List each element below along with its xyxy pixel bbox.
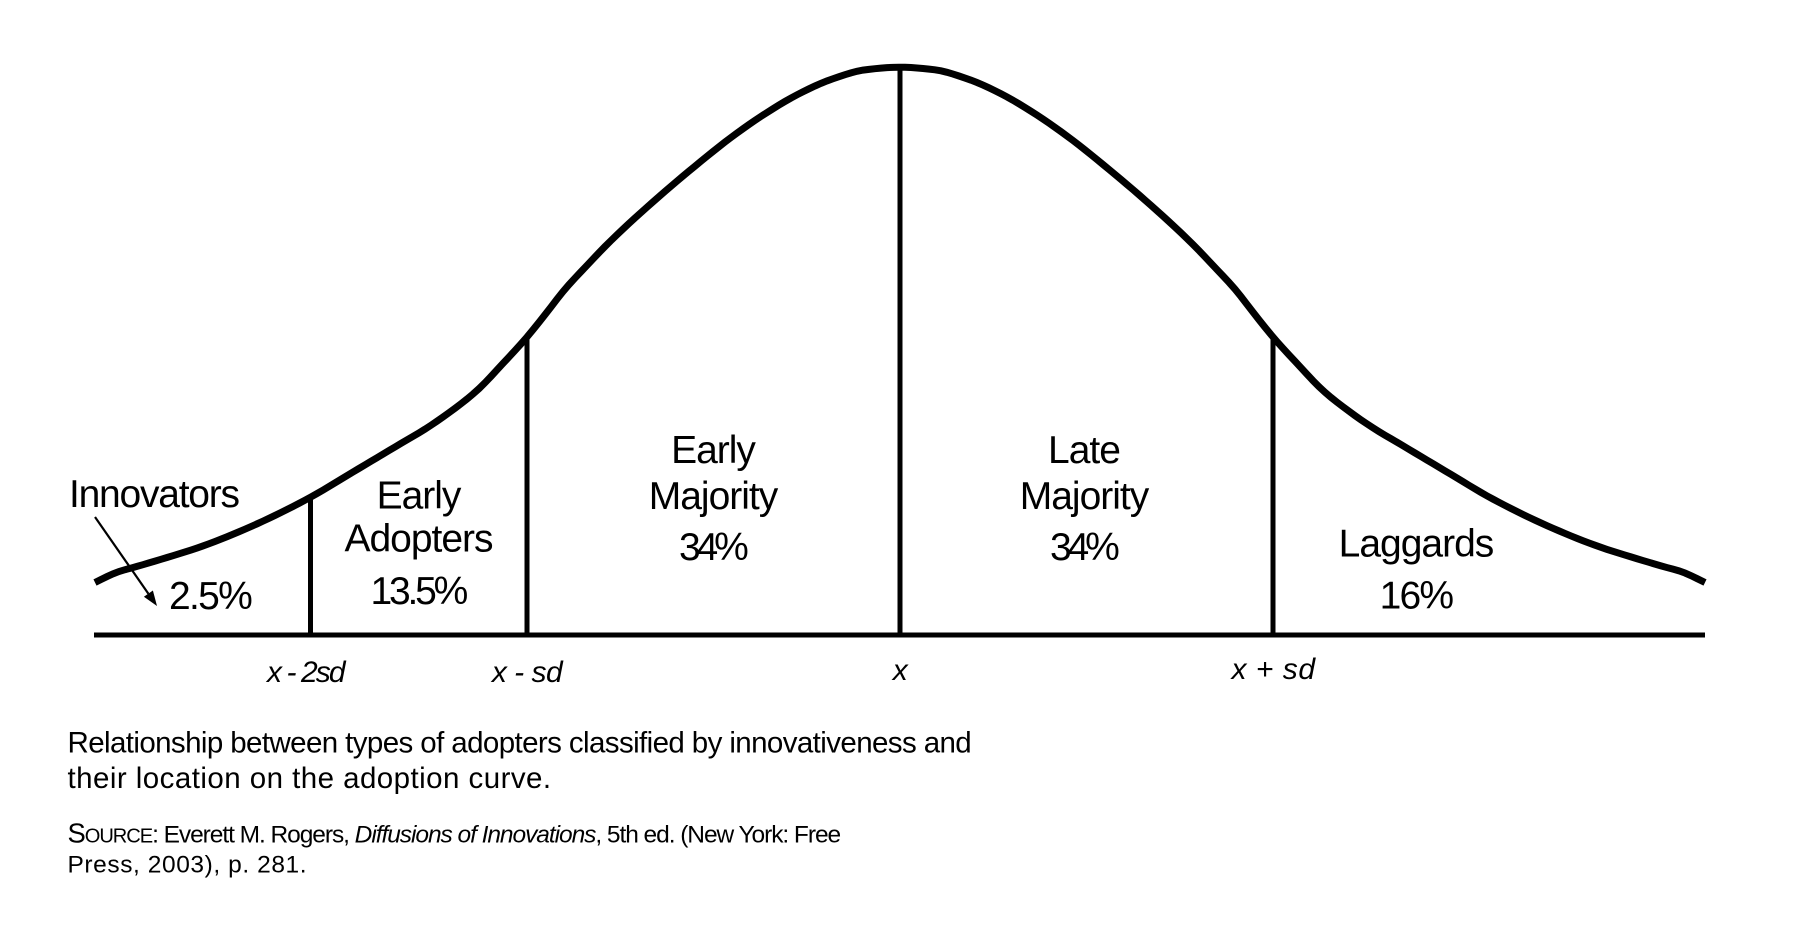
svg-text:34%: 34% — [1050, 526, 1119, 569]
svg-text:Late: Late — [1048, 429, 1120, 472]
svg-text:2.5%: 2.5% — [169, 575, 252, 618]
svg-text:Laggards: Laggards — [1339, 523, 1494, 566]
svg-text:16%: 16% — [1380, 575, 1454, 618]
svg-text:Early: Early — [377, 475, 462, 518]
svg-text:Majority: Majority — [1020, 475, 1150, 518]
svg-text:Majority: Majority — [649, 475, 779, 518]
svg-text:13.5%: 13.5% — [371, 570, 468, 613]
svg-text:Press, 2003), p. 281.: Press, 2003), p. 281. — [68, 852, 306, 879]
svg-text:Early: Early — [671, 429, 756, 472]
svg-text:Adopters: Adopters — [344, 518, 493, 561]
svg-text:Relationship between types of: Relationship between types of adopters c… — [68, 727, 972, 760]
svg-text:x - sd: x - sd — [490, 656, 564, 689]
svg-text:Innovators: Innovators — [69, 473, 240, 516]
svg-text:their location on the adoption: their location on the adoption curve. — [68, 762, 551, 795]
svg-text:x: x — [891, 654, 909, 687]
svg-text:34%: 34% — [679, 526, 748, 569]
svg-text:SOURCE: Everett M. Rogers, Dif: SOURCE: Everett M. Rogers, Diffusions of… — [68, 818, 841, 849]
svg-text:x + sd: x + sd — [1230, 653, 1317, 686]
svg-text:x - 2sd: x - 2sd — [265, 656, 347, 689]
